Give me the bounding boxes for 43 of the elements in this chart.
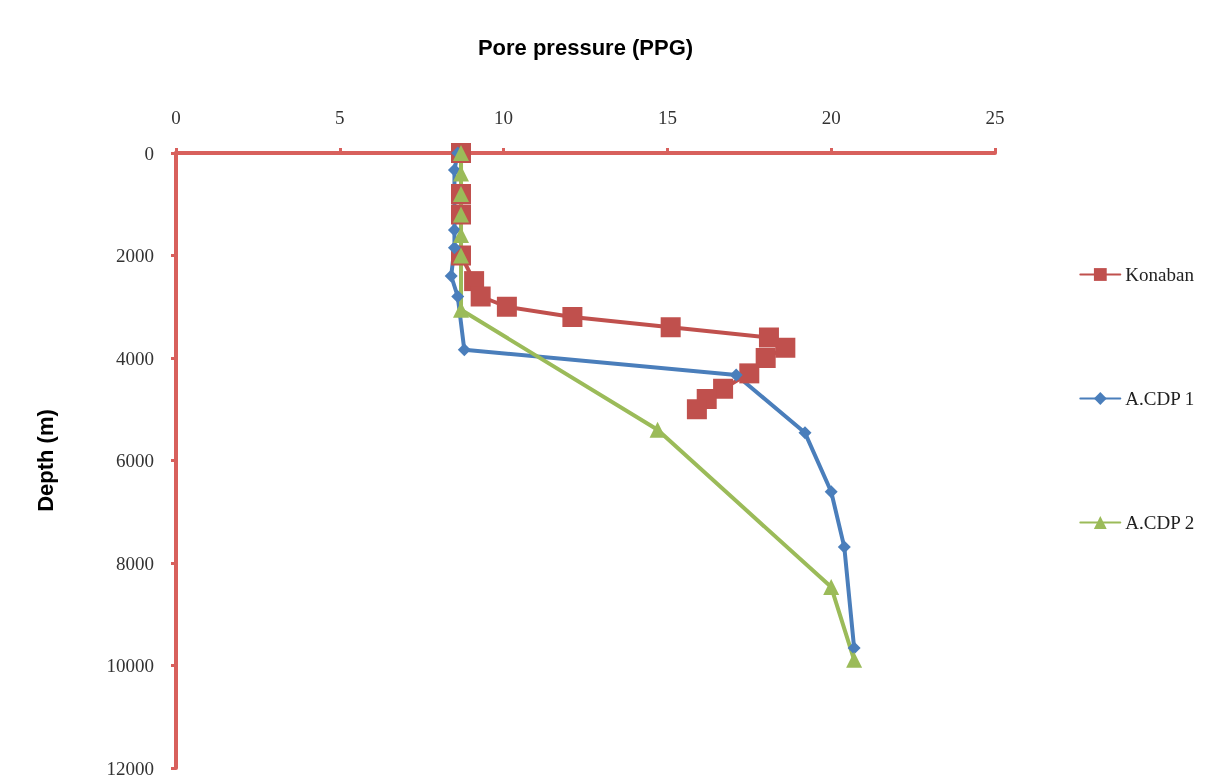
y-axis-title: Depth (m)	[32, 409, 58, 512]
point	[453, 227, 470, 243]
x-tick-label: 15	[657, 107, 677, 128]
x-tick-label: 10	[494, 107, 514, 128]
legend-label: A.CDP 1	[1125, 388, 1195, 409]
x-tick-label: 20	[821, 107, 841, 128]
point	[713, 378, 734, 399]
point	[496, 296, 517, 317]
point	[686, 399, 707, 420]
point	[837, 540, 851, 554]
point	[470, 286, 491, 307]
y-tick-label: 10000	[106, 655, 154, 676]
point	[451, 290, 465, 303]
y-tick-label: 0	[144, 142, 154, 164]
x-tick-label: 25	[985, 107, 1005, 128]
x-tick-label: 5	[335, 107, 345, 128]
point	[739, 363, 760, 384]
point	[758, 327, 779, 348]
point	[846, 651, 863, 668]
y-tick-label: 12000	[106, 757, 154, 779]
point	[447, 163, 461, 177]
point	[847, 641, 861, 655]
legend-label: Konaban	[1125, 264, 1195, 285]
x-tick-label: 0	[171, 107, 181, 128]
legend-label: A.CDP 2	[1125, 512, 1195, 533]
point	[457, 343, 471, 357]
x-axis-title: Pore pressure (PPG)	[477, 34, 694, 60]
point	[447, 223, 461, 237]
point	[660, 317, 681, 338]
point	[775, 337, 796, 358]
point	[823, 579, 840, 596]
point	[444, 269, 458, 283]
y-tick-label: 8000	[116, 552, 154, 574]
point	[729, 368, 743, 382]
point	[447, 241, 461, 255]
point	[824, 485, 838, 499]
point	[755, 348, 776, 368]
y-tick-label: 4000	[116, 347, 154, 369]
point	[798, 426, 812, 440]
y-tick-label: 2000	[116, 245, 154, 266]
point	[649, 421, 666, 438]
y-tick-label: 6000	[116, 450, 154, 471]
point	[562, 307, 583, 327]
